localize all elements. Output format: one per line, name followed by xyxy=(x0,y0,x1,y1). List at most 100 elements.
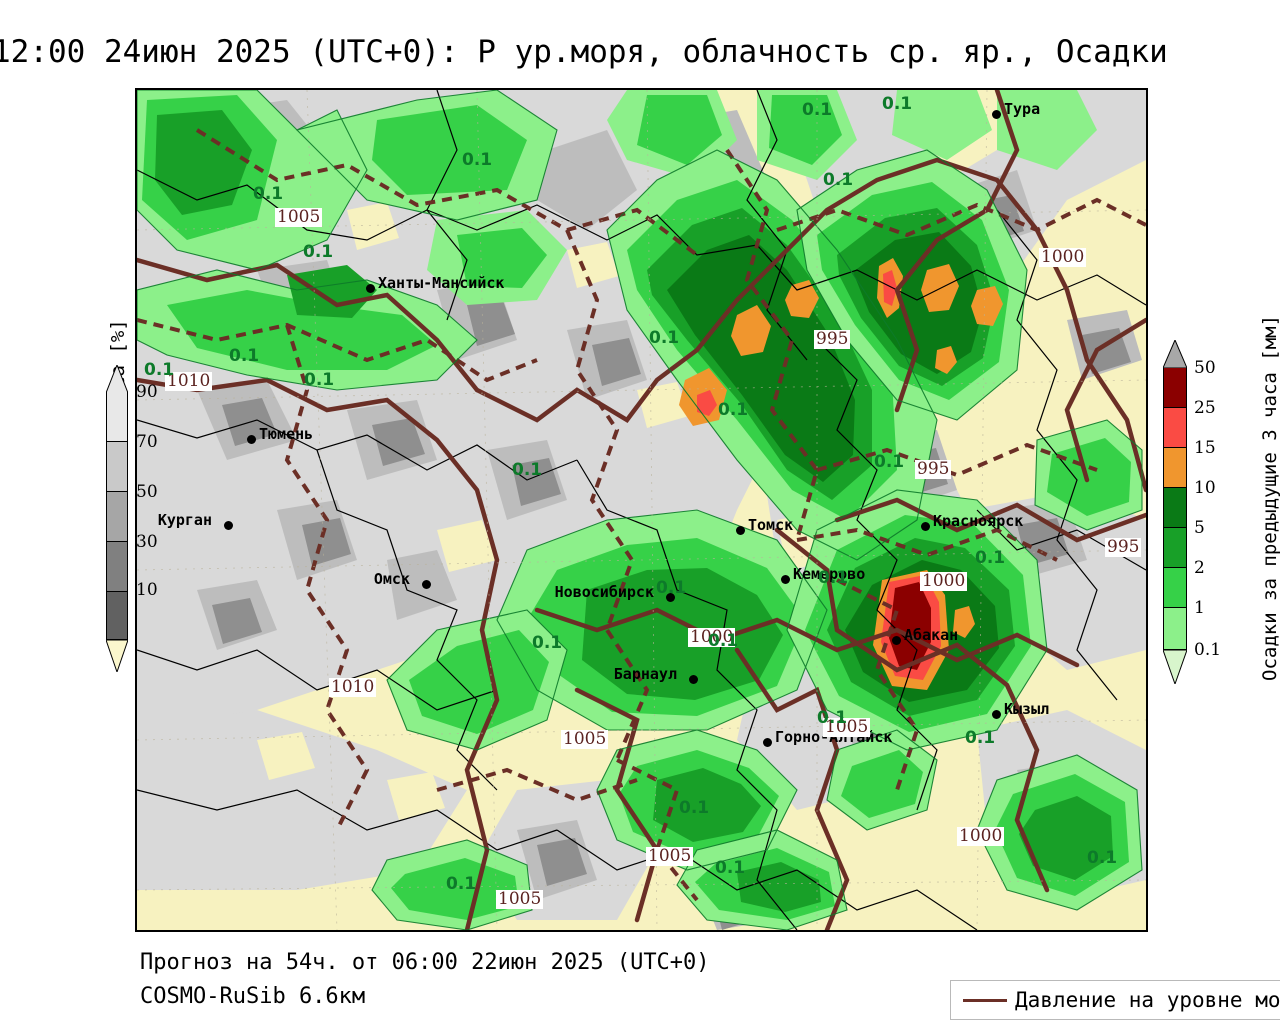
pressure-isobar-label: 995 xyxy=(915,459,952,479)
city-label: Барнаул xyxy=(613,665,677,683)
map-canvas[interactable] xyxy=(137,90,1146,930)
precip-contour-label: 0.1 xyxy=(718,400,749,420)
precip-band-1 xyxy=(1163,608,1187,650)
precip-contour-label: 0.1 xyxy=(144,360,175,380)
precip-contour-label: 0.1 xyxy=(253,184,284,204)
precip-contour-label: 0.1 xyxy=(532,633,563,653)
city-label: Томск xyxy=(748,516,794,534)
precip-contour-label: 0.1 xyxy=(823,170,854,190)
cloud-tick-50: 50 xyxy=(136,482,158,502)
city-label: Кемерово xyxy=(793,565,866,583)
cloud-colorbar-bar xyxy=(106,392,128,640)
pressure-isobar-label: 1000 xyxy=(1039,247,1087,267)
precip-contour-label: 0.1 xyxy=(446,874,477,894)
precipitation-layer xyxy=(137,90,1142,930)
precip-contour-label: 0.1 xyxy=(462,150,493,170)
city-dot-icon xyxy=(422,580,431,589)
city-label: Красноярск xyxy=(933,512,1024,530)
precip-contour-label: 0.1 xyxy=(802,100,833,120)
precip-band-10 xyxy=(1163,488,1187,528)
precip-tick-10: 10 xyxy=(1194,478,1216,498)
precip-colorbar: Осадки за предыдущие 3 часа [мм] 50 2 5 1… xyxy=(1160,314,1280,688)
precip-colorbar-title: Осадки за предыдущие 3 часа [мм] xyxy=(1259,314,1280,681)
city-label: Ханты-Мансийск xyxy=(378,274,505,292)
city-label: Курган xyxy=(157,511,212,529)
pressure-isobar-label: 1005 xyxy=(646,846,694,866)
pressure-line-swatch xyxy=(963,998,1007,1002)
city-dot-icon xyxy=(892,636,901,645)
pressure-isobar-label: 1005 xyxy=(561,729,609,749)
pressure-isobar-label: 1005 xyxy=(496,889,544,909)
pressure-isobar-label: 1010 xyxy=(165,371,213,391)
pressure-isobar-label: 1000 xyxy=(688,627,736,647)
precip-contour-label: 0.1 xyxy=(818,568,849,588)
precip-band-25 xyxy=(1163,408,1187,448)
city-label: Кызыл xyxy=(1004,700,1050,718)
pressure-isobars xyxy=(137,90,1146,930)
pressure-isobar-label: 1000 xyxy=(957,826,1005,846)
precip-contour-label: 0.1 xyxy=(874,452,905,472)
precip-band-50 xyxy=(1163,368,1187,408)
precip-contour-label: 0.1 xyxy=(817,708,848,728)
precip-contour-label: 0.1 xyxy=(656,578,687,598)
precip-contour-label: 0.1 xyxy=(715,858,746,878)
pressure-isobar-label: 1005 xyxy=(275,207,323,227)
admin-borders xyxy=(137,90,1146,930)
cloud-tick-30: 30 xyxy=(136,532,158,552)
cloud-tick-70: 70 xyxy=(136,432,158,452)
city-dot-icon xyxy=(763,738,772,747)
city-label: Тура xyxy=(1004,100,1041,118)
city-dot-icon xyxy=(736,526,745,535)
precip-tick-15: 15 xyxy=(1194,438,1216,458)
pressure-legend-box: Давление на уровне моря xyxy=(950,980,1280,1020)
precip-tick-2: 2 xyxy=(1194,558,1205,578)
precip-contour-label: 0.1 xyxy=(965,728,996,748)
city-dot-icon xyxy=(224,521,233,530)
precip-contour-label: 0.1 xyxy=(882,94,913,114)
pressure-isobar-label: 1005 xyxy=(823,717,871,737)
precip-contour-label: 0.1 xyxy=(512,460,543,480)
precip-colorbar-bar xyxy=(1163,368,1187,650)
pressure-isobar-label: 1000 xyxy=(920,571,968,591)
city-label: Новосибирск xyxy=(554,583,654,601)
precip-band-2 xyxy=(1163,568,1187,608)
pressure-isobar-label: 995 xyxy=(814,329,851,349)
city-label: Тюмень xyxy=(259,425,314,443)
cloud-colorbar-bottom-arrow xyxy=(105,639,129,676)
precip-contour-label: 0.1 xyxy=(1087,848,1118,868)
precip-contour-label: 0.1 xyxy=(649,328,680,348)
city-label: Омск xyxy=(373,570,410,588)
city-label: Абакан xyxy=(904,626,959,644)
cloud-band-50 xyxy=(106,492,128,542)
map-panel[interactable]: Тура Ханты-Мансийск Тюмень Курган Омск Новоси… xyxy=(135,88,1148,932)
pressure-isobar-label: 1010 xyxy=(329,677,377,697)
precip-band-5 xyxy=(1163,528,1187,568)
city-dot-icon xyxy=(921,522,930,531)
region-borders xyxy=(137,128,1146,902)
forecast-info: Прогноз на 54ч. от 06:00 22июн 2025 (UTC… xyxy=(140,950,710,975)
city-dot-icon xyxy=(689,675,698,684)
pressure-legend-label: Давление на уровне моря xyxy=(1015,988,1280,1012)
page-title: 12:00 24июн 2025 (UTC+0): P ур.моря, обл… xyxy=(0,34,1168,70)
city-dot-icon xyxy=(781,575,790,584)
precip-band-15 xyxy=(1163,448,1187,488)
cloud-colorbar-top-arrow xyxy=(105,363,129,394)
pressure-isobar-label: 995 xyxy=(1105,537,1142,557)
precip-contour-label: 0.1 xyxy=(303,242,334,262)
precip-contour-label: 0.1 xyxy=(679,798,710,818)
cloud-band-10 xyxy=(106,592,128,640)
city-dot-icon xyxy=(992,110,1001,119)
precip-contour-label: 0.1 xyxy=(975,548,1006,568)
precip-colorbar-bottom-arrow xyxy=(1162,649,1188,688)
model-info: COSMO-RuSib 6.6км xyxy=(140,984,366,1009)
precip-contour-label: 0.1 xyxy=(229,346,260,366)
precip-contour-label: 0.1 xyxy=(708,631,739,651)
precip-tick-50: 50 xyxy=(1194,358,1216,378)
precip-tick-5: 5 xyxy=(1194,518,1205,538)
precip-tick-1: 1 xyxy=(1194,598,1205,618)
cloud-band-30 xyxy=(106,542,128,592)
cloud-tick-10: 10 xyxy=(136,580,158,600)
city-dot-icon xyxy=(366,284,375,293)
city-dot-icon xyxy=(247,435,256,444)
